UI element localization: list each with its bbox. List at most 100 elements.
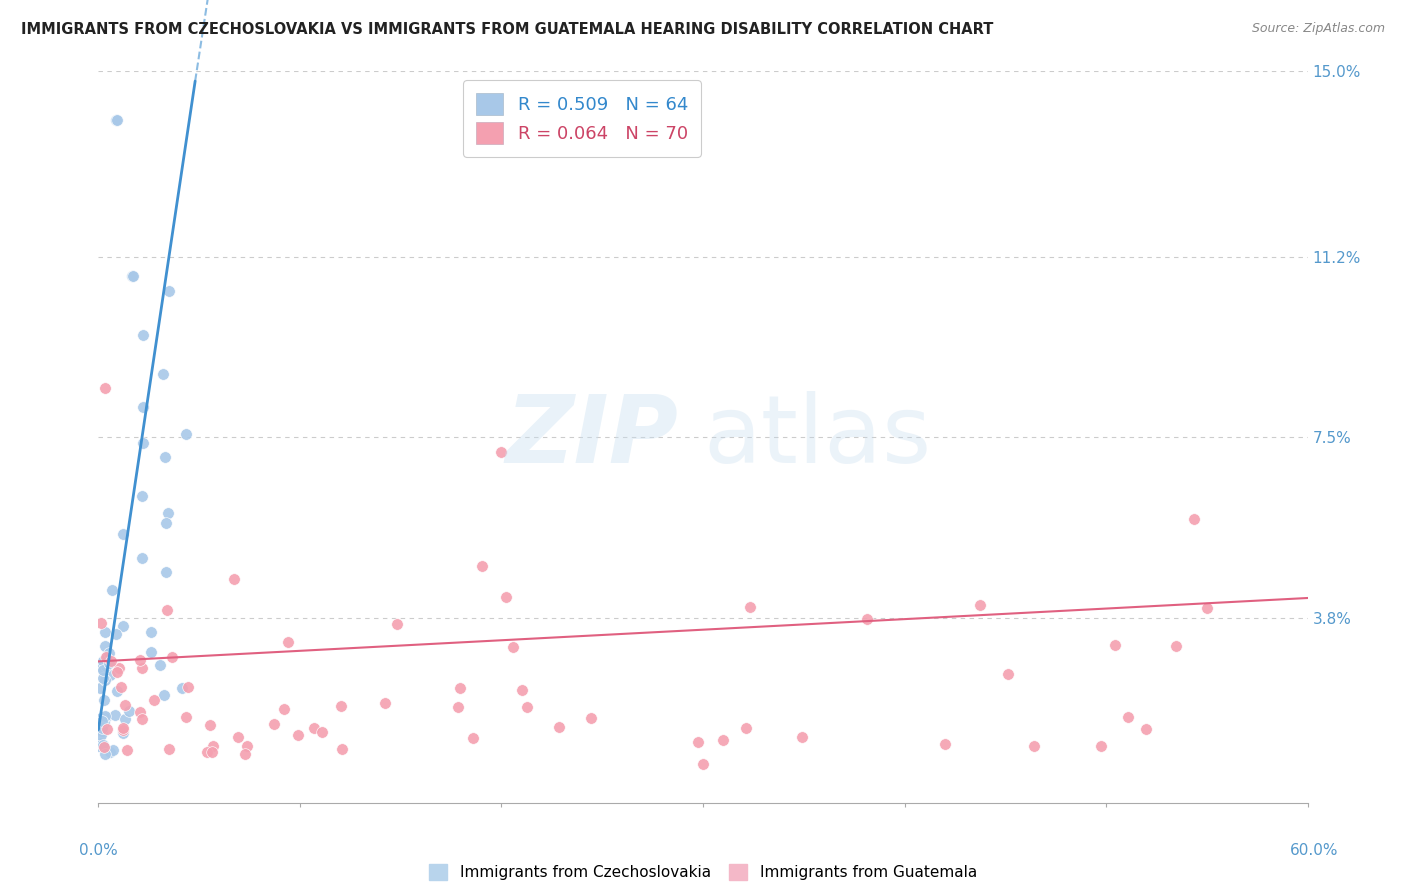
Point <box>157 284 180 298</box>
Point <box>98 667 121 681</box>
Point <box>273 702 295 716</box>
Point <box>87 723 110 737</box>
Point <box>101 743 124 757</box>
Point <box>200 745 222 759</box>
Point <box>93 715 115 730</box>
Point <box>177 680 200 694</box>
Point <box>94 673 117 687</box>
Point <box>87 660 110 674</box>
Point <box>236 739 259 753</box>
Point <box>174 710 197 724</box>
Point <box>93 739 115 754</box>
Point <box>153 450 176 465</box>
Point <box>93 693 115 707</box>
Point <box>132 327 155 342</box>
Text: atlas: atlas <box>703 391 931 483</box>
Point <box>105 665 128 679</box>
Point <box>105 113 128 128</box>
Text: 60.0%: 60.0% <box>1291 843 1339 858</box>
Point <box>131 712 153 726</box>
Point <box>93 747 115 761</box>
Point <box>97 654 120 668</box>
Legend: Immigrants from Czechoslovakia, Immigrants from Guatemala: Immigrants from Czechoslovakia, Immigran… <box>429 864 977 880</box>
Point <box>547 720 569 734</box>
Point <box>495 591 517 605</box>
Point <box>738 600 761 615</box>
Point <box>98 646 121 660</box>
Legend: R = 0.509   N = 64, R = 0.064   N = 70: R = 0.509 N = 64, R = 0.064 N = 70 <box>464 80 700 157</box>
Point <box>579 711 602 725</box>
Point <box>91 721 114 735</box>
Point <box>129 653 152 667</box>
Point <box>142 693 165 707</box>
Point <box>461 731 484 745</box>
Point <box>90 714 112 729</box>
Point <box>510 682 533 697</box>
Point <box>330 698 353 713</box>
Point <box>711 733 734 747</box>
Point <box>96 722 118 736</box>
Point <box>226 730 249 744</box>
Point <box>91 738 114 752</box>
Point <box>174 426 197 441</box>
Point <box>90 728 112 742</box>
Point <box>157 506 180 520</box>
Text: Source: ZipAtlas.com: Source: ZipAtlas.com <box>1251 22 1385 36</box>
Point <box>94 381 117 395</box>
Point <box>502 640 524 654</box>
Point <box>1166 639 1188 653</box>
Point <box>139 625 162 640</box>
Point <box>90 616 112 631</box>
Point <box>152 367 174 381</box>
Point <box>112 526 135 541</box>
Point <box>98 745 121 759</box>
Point <box>89 681 111 696</box>
Point <box>1195 600 1218 615</box>
Point <box>111 721 134 735</box>
Point <box>1090 739 1112 754</box>
Point <box>688 735 710 749</box>
Point <box>90 725 112 739</box>
Text: ZIP: ZIP <box>506 391 679 483</box>
Point <box>1135 722 1157 736</box>
Point <box>263 717 285 731</box>
Point <box>132 400 155 414</box>
Point <box>114 698 136 713</box>
Point <box>790 730 813 744</box>
Point <box>155 516 177 530</box>
Point <box>198 718 221 732</box>
Point <box>287 728 309 742</box>
Point <box>131 435 153 450</box>
Point <box>89 739 111 753</box>
Point <box>111 619 134 633</box>
Point <box>110 681 132 695</box>
Point <box>156 603 179 617</box>
Point <box>129 705 152 719</box>
Point <box>152 688 174 702</box>
Point <box>516 700 538 714</box>
Point <box>94 649 117 664</box>
Point <box>104 627 127 641</box>
Point <box>304 721 326 735</box>
Point <box>94 711 117 725</box>
Point <box>149 657 172 672</box>
Point <box>108 661 131 675</box>
Point <box>131 661 153 675</box>
Point <box>233 747 256 761</box>
Point <box>91 739 114 753</box>
Point <box>94 709 117 723</box>
Point <box>91 664 114 678</box>
Point <box>155 565 177 579</box>
Point <box>104 708 127 723</box>
Text: 0.0%: 0.0% <box>79 843 118 858</box>
Point <box>969 598 991 612</box>
Point <box>311 724 333 739</box>
Point <box>117 704 139 718</box>
Point <box>96 648 118 663</box>
Point <box>491 444 513 458</box>
Point <box>447 700 470 714</box>
Point <box>934 737 956 751</box>
Point <box>1116 710 1139 724</box>
Point <box>201 739 224 753</box>
Point <box>104 113 127 128</box>
